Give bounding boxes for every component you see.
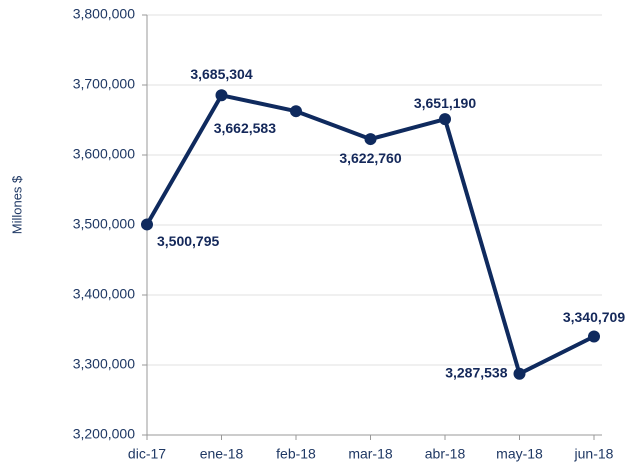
- point: [141, 218, 153, 231]
- point: [290, 105, 302, 118]
- y-tick-label: 3,700,000: [73, 76, 135, 92]
- x-tick-label: ene-18: [200, 446, 244, 462]
- y-tick-label: 3,600,000: [73, 146, 135, 162]
- x-tick-label: mar-18: [348, 446, 393, 462]
- point: [215, 89, 228, 102]
- point: [439, 113, 451, 126]
- y-axis-label: Millones $: [9, 175, 24, 234]
- point: [364, 133, 377, 146]
- x-tick-label: may-18: [496, 446, 543, 462]
- y-tick-label: 3,300,000: [73, 356, 135, 372]
- data-label: 3,287,538: [445, 364, 507, 380]
- y-tick-label: 3,200,000: [73, 426, 135, 442]
- data-label: 3,340,709: [563, 309, 625, 325]
- y-tick-label: 3,400,000: [73, 286, 135, 302]
- x-tick-label: feb-18: [276, 446, 316, 462]
- point: [513, 367, 526, 380]
- x-tick-label: jun-18: [574, 446, 614, 462]
- data-label: 3,500,795: [157, 233, 219, 249]
- data-label: 3,685,304: [190, 66, 252, 82]
- x-tick-label: dic-17: [128, 446, 166, 462]
- y-tick-label: 3,800,000: [73, 6, 135, 22]
- x-tick-label: abr-18: [425, 446, 466, 462]
- data-label: 3,622,760: [339, 150, 401, 166]
- data-label: 3,651,190: [414, 95, 476, 111]
- point: [588, 330, 600, 343]
- data-label: 3,662,583: [214, 120, 276, 136]
- y-tick-label: 3,500,000: [73, 216, 135, 232]
